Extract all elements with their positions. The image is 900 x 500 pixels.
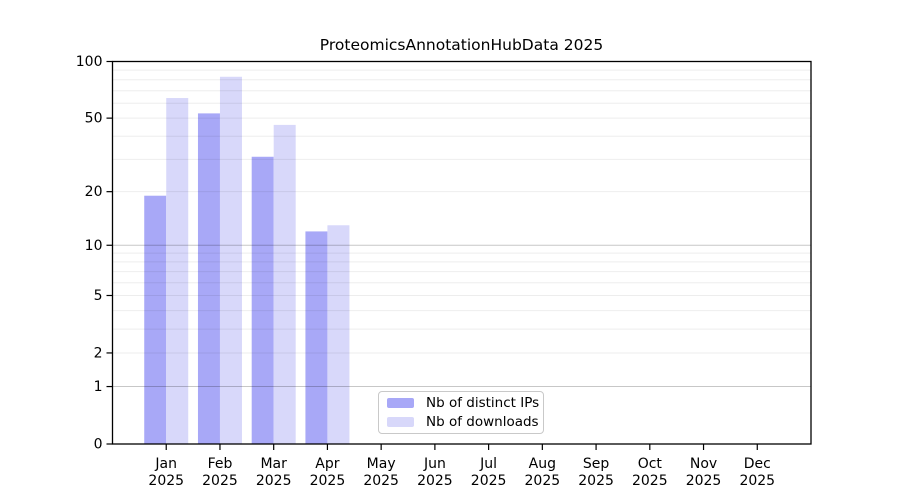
x-tick-label-year: 2025 xyxy=(471,473,507,489)
x-tick-label-month: Jun xyxy=(423,456,446,472)
bar-series1-mar xyxy=(273,124,296,444)
x-tick-label-month: Oct xyxy=(638,456,663,472)
x-tick-label-month: Mar xyxy=(260,456,287,472)
x-tick-label-month: Sep xyxy=(583,456,610,472)
bars xyxy=(144,76,350,445)
bar-series0-mar xyxy=(251,156,274,445)
x-tick-label-year: 2025 xyxy=(417,473,453,489)
x-tick-label-year: 2025 xyxy=(202,473,238,489)
y-tick-label: 0 xyxy=(94,437,103,453)
plot-border xyxy=(111,60,812,445)
bar-series1-jan xyxy=(166,98,189,444)
bar-series0-jan xyxy=(144,195,167,444)
x-tick-label-month: Apr xyxy=(315,456,339,472)
x-tick-label-year: 2025 xyxy=(363,473,399,489)
bar-series0-feb xyxy=(197,113,220,444)
x-tick-label-year: 2025 xyxy=(148,473,184,489)
x-tick-label-year: 2025 xyxy=(578,473,614,489)
y-axis: 0 1 2 5 10 20 50 100 xyxy=(76,54,113,453)
legend-label-distinct-ips: Nb of distinct IPs xyxy=(426,395,540,411)
y-tick-label: 5 xyxy=(94,288,103,304)
legend-item-downloads: Nb of downloads xyxy=(379,414,543,430)
legend-item-distinct-ips: Nb of distinct IPs xyxy=(379,395,543,411)
x-tick-label-month: Feb xyxy=(208,456,233,472)
legend-swatch-distinct-ips xyxy=(387,398,414,408)
x-tick-label-year: 2025 xyxy=(310,473,346,489)
y-tick-label: 50 xyxy=(85,111,103,127)
x-tick-label-year: 2025 xyxy=(739,473,775,489)
bar-series0-apr xyxy=(305,231,328,444)
y-tick-label: 2 xyxy=(94,345,103,361)
y-tick-label: 10 xyxy=(85,238,103,254)
x-axis: Jan2025Feb2025Mar2025Apr2025May2025Jun20… xyxy=(148,444,775,489)
y-tick-label: 1 xyxy=(94,379,103,395)
legend-label-downloads: Nb of downloads xyxy=(426,414,539,430)
x-tick-label-year: 2025 xyxy=(256,473,292,489)
bar-series1-feb xyxy=(219,76,242,444)
x-tick-label-month: Dec xyxy=(744,456,771,472)
x-tick-label-month: Jan xyxy=(154,456,177,472)
y-tick-label: 20 xyxy=(85,184,103,200)
chart-title: ProteomicsAnnotationHubData 2025 xyxy=(319,36,604,54)
gridlines xyxy=(112,61,811,388)
x-tick-label-month: May xyxy=(367,456,396,472)
x-tick-label-month: Jul xyxy=(479,456,497,472)
bar-series1-apr xyxy=(327,225,350,444)
y-tick-label: 100 xyxy=(76,54,103,70)
x-tick-label-year: 2025 xyxy=(686,473,722,489)
x-tick-label-year: 2025 xyxy=(525,473,561,489)
legend: Nb of distinct IPs Nb of downloads xyxy=(378,391,544,434)
legend-swatch-downloads xyxy=(387,417,414,427)
x-tick-label-month: Aug xyxy=(529,456,556,472)
x-tick-label-year: 2025 xyxy=(632,473,668,489)
x-tick-label-month: Nov xyxy=(690,456,717,472)
